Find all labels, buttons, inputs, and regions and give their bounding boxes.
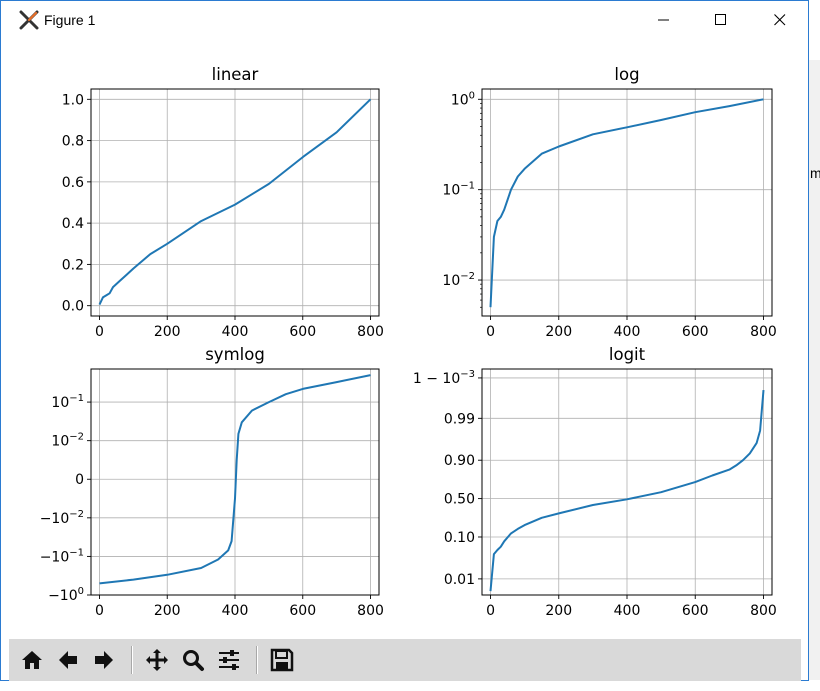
sliders-icon — [219, 650, 239, 670]
pan-button[interactable] — [142, 645, 172, 675]
subplot-logit: logit 0 200 400 600 800 0.01 0.10 0.50 0.90 0.99 1 … — [413, 345, 777, 619]
y-tick-label: 0.4 — [62, 216, 84, 232]
x-tick-label: 800 — [357, 324, 384, 340]
y-tick-label: 1 − 10−3 — [413, 369, 475, 387]
home-button[interactable] — [17, 645, 47, 675]
x-tick-label: 800 — [750, 603, 777, 619]
minimize-icon — [658, 19, 669, 21]
figure-canvas[interactable]: linear 0 200 400 600 800 0.0 0.2 0.4 0.6 0.8 1.0 log… — [9, 39, 799, 639]
x-tick-label: 200 — [545, 603, 572, 619]
x-tick-label: 0 — [95, 324, 104, 340]
y-tick-label: 0.2 — [62, 257, 84, 273]
x-tick-label: 200 — [545, 324, 572, 340]
background-app-text: m — [810, 165, 820, 181]
window-title: Figure 1 — [44, 12, 96, 28]
title-bar[interactable]: Figure 1 — [1, 1, 808, 39]
y-tick-label: 1.0 — [62, 92, 84, 108]
close-icon — [774, 14, 786, 26]
y-tick-label: 10−2 — [51, 432, 84, 450]
axes-frame — [481, 88, 773, 317]
x-tick-label: 600 — [682, 603, 709, 619]
axes-frame — [90, 88, 380, 317]
x-tick-label: 400 — [222, 603, 249, 619]
subplot-linear: linear 0 200 400 600 800 0.0 0.2 0.4 0.6 0.8 1.0 — [62, 65, 384, 340]
y-tick-label: 0.10 — [444, 530, 475, 546]
y-tick-label: 10−1 — [442, 181, 475, 199]
subplot-title: linear — [212, 65, 259, 84]
y-tick-label: 10−1 — [51, 393, 84, 411]
series-line — [98, 98, 372, 306]
y-tick-label: 100 — [451, 90, 475, 108]
back-button[interactable] — [53, 645, 83, 675]
y-tick-label: 0.8 — [62, 134, 84, 150]
x-tick-label: 600 — [289, 324, 316, 340]
x-tick-label: 400 — [614, 603, 641, 619]
x-tick-label: 400 — [222, 324, 249, 340]
x-tick-label: 0 — [486, 324, 495, 340]
navigation-toolbar — [9, 639, 801, 681]
floppy-disk-icon — [270, 648, 294, 672]
x-tick-label: 600 — [682, 324, 709, 340]
x-tick-label: 0 — [486, 603, 495, 619]
x-tick-label: 200 — [154, 324, 181, 340]
zoom-button[interactable] — [178, 645, 208, 675]
save-button[interactable] — [267, 645, 297, 675]
subplot-title: log — [614, 65, 639, 84]
series-line — [99, 374, 371, 585]
y-tick-label: 0.99 — [444, 411, 475, 427]
home-icon — [22, 651, 42, 669]
x-tick-label: 800 — [750, 324, 777, 340]
series-line — [489, 390, 765, 592]
x-tick-label: 600 — [289, 603, 316, 619]
subplot-log: log 0 200 400 600 800 10−2 10−1 100 — [442, 65, 776, 340]
x-tick-label: 200 — [154, 603, 181, 619]
subplot-title: symlog — [205, 345, 265, 364]
matplotlib-x-icon — [19, 10, 39, 30]
arrow-right-icon — [95, 651, 113, 669]
forward-button[interactable] — [89, 645, 119, 675]
axes-frame — [90, 368, 380, 596]
y-tick-label: −100 — [48, 586, 84, 604]
subplot-symlog: symlog 0 200 400 600 800 −100 −10−1 −10−2 0 10−2 10… — [40, 345, 384, 619]
x-tick-label: 400 — [614, 324, 641, 340]
y-tick-label: 0.0 — [62, 299, 84, 315]
series-line — [489, 98, 764, 308]
magnifier-icon — [183, 650, 204, 671]
x-tick-label: 0 — [95, 603, 104, 619]
axes-frame — [481, 368, 773, 596]
background-app-edge — [809, 60, 820, 680]
toolbar-separator — [256, 646, 258, 674]
maximize-icon — [715, 14, 726, 25]
y-tick-label: −10−2 — [40, 509, 84, 527]
y-tick-label: 0.90 — [444, 453, 475, 469]
toolbar-separator — [131, 646, 133, 674]
x-tick-label: 800 — [357, 603, 384, 619]
y-tick-label: −10−1 — [40, 547, 84, 565]
move-icon — [146, 649, 168, 671]
maximize-button[interactable] — [698, 1, 744, 39]
y-tick-label: 0.50 — [444, 492, 475, 508]
figure-window: Figure 1 linear 0 200 400 600 800 0.0 0.2 0.4 0.6… — [0, 0, 809, 681]
y-tick-label: 10−2 — [442, 271, 475, 289]
subplot-title: logit — [609, 345, 646, 364]
arrow-left-icon — [59, 651, 77, 669]
minimize-button[interactable] — [641, 1, 687, 39]
y-tick-label: 0.01 — [444, 572, 475, 588]
configure-subplots-button[interactable] — [214, 645, 244, 675]
y-tick-label: 0.6 — [62, 175, 84, 191]
y-tick-label: 0 — [75, 472, 84, 488]
close-button[interactable] — [757, 1, 803, 39]
